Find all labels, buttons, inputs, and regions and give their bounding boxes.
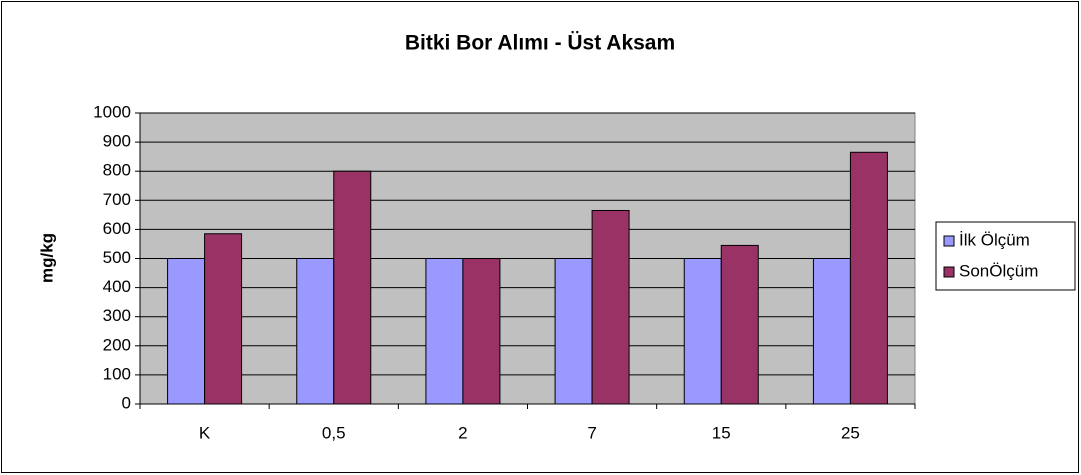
y-tick-label: 200 [103,335,131,354]
x-tick-label: 15 [712,423,731,442]
x-tick-label: 25 [841,423,860,442]
bar [812,258,851,405]
legend-label: İlk Ölçüm [959,230,1030,249]
y-tick-label: 1000 [93,102,131,121]
x-tick-label: 0,5 [322,423,346,442]
bar [333,170,372,405]
y-tick-label: 100 [103,364,131,383]
chart-title: Bitki Bor Alımı - Üst Aksam [405,32,675,55]
y-tick-label: 700 [103,190,131,209]
y-tick-label: 400 [103,277,131,296]
bar [167,258,206,405]
legend-box [935,221,1076,291]
y-tick-label: 900 [103,132,131,151]
bar [296,258,335,405]
x-tick-label: K [199,423,211,442]
legend-label: SonÖlçüm [959,261,1038,280]
y-tick-label: 0 [122,393,131,412]
y-tick-label: 500 [103,248,131,267]
bar [591,209,630,405]
bar [720,244,759,405]
bar [425,258,464,405]
y-tick-label: 800 [103,161,131,180]
bar [462,258,501,405]
legend-swatch [943,235,955,247]
legend-swatch [943,266,955,278]
y-axis-title: mg/kg [37,233,56,283]
x-tick-label: 2 [458,423,467,442]
bar [204,233,243,405]
x-tick-label: 7 [587,423,596,442]
y-tick-label: 300 [103,306,131,325]
y-tick-label: 600 [103,219,131,238]
bar [683,258,722,405]
bar [554,258,593,405]
bar [849,151,888,405]
